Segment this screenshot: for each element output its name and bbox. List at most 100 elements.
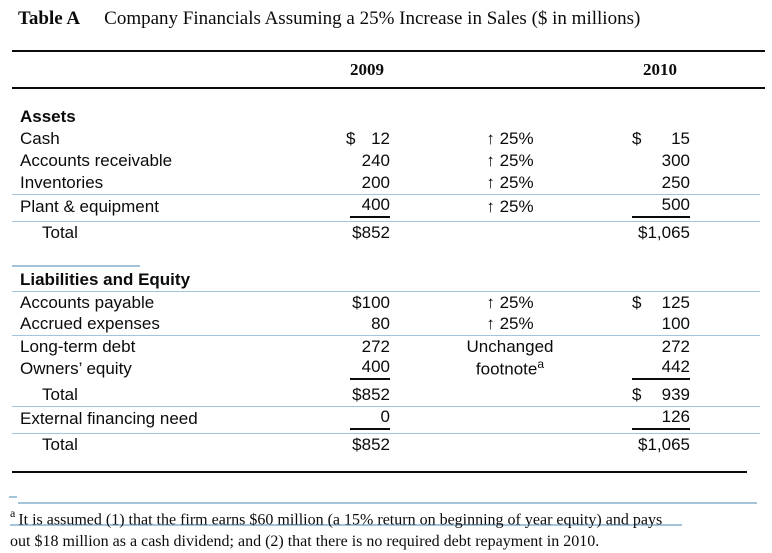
value-2010-cell: $125 — [630, 293, 690, 313]
value-text: 125 — [661, 292, 690, 312]
column-header-2010: 2010 — [643, 60, 677, 79]
value-text: 15 — [671, 129, 690, 148]
value-text: 240 — [361, 151, 390, 170]
column-header-2009: 2009 — [350, 60, 384, 79]
value-text: 100 — [661, 314, 690, 333]
value-2009-cell: 240 — [344, 151, 390, 171]
footnote-line-1: a It is assumed (1) that the firm earns $… — [10, 506, 663, 529]
label-cell: Accounts receivable — [20, 151, 173, 170]
spacer — [12, 60, 344, 80]
currency-sign: $ — [632, 385, 642, 404]
value-2009-cell: $852 — [344, 435, 390, 455]
value-text: 400 — [350, 357, 390, 380]
value-2010-cell: $1,065 — [630, 435, 690, 455]
footnote-reference: a — [537, 357, 545, 372]
label-cell: Cash — [20, 129, 60, 148]
value-text: 442 — [632, 357, 690, 380]
value-2010-cell: 500 — [630, 195, 690, 218]
row-external-financing-need: External financing need 0 126 — [12, 406, 760, 430]
value-text: 939 — [661, 385, 690, 404]
change-cell: ↑ 25% — [486, 173, 534, 192]
value-text: 200 — [361, 173, 390, 192]
change-cell: Unchanged — [466, 336, 554, 356]
value-text: 12 — [371, 129, 390, 148]
row-long-term-debt: Long-term debt 272 Unchanged 272 — [12, 335, 760, 357]
label-cell: Total — [42, 222, 78, 242]
table-caption: Table A Company Financials Assuming a 25%… — [18, 8, 640, 30]
section-assets: Assets Cash $12 ↑ 25% $15 Accounts receivable… — [12, 104, 760, 243]
value-2010-cell: 126 — [630, 407, 690, 430]
footnote-marker: a — [10, 506, 16, 520]
change-cell: ↑ 25% — [486, 129, 534, 148]
row-accounts-receivable: Accounts receivable 240 ↑ 25% 300 — [12, 150, 760, 172]
value-2010-cell: 100 — [630, 314, 690, 334]
value-text: $1,065 — [638, 434, 690, 454]
value-2010-cell: 272 — [630, 337, 690, 357]
label-cell: Owners’ equity — [20, 358, 132, 378]
currency-sign: $ — [346, 129, 356, 148]
row-accounts-payable: Accounts payable $100 ↑ 25% $125 — [12, 291, 760, 313]
row-plant-equipment: Plant & equipment 400 ↑ 25% 500 — [12, 194, 760, 218]
value-2010-cell: 300 — [630, 151, 690, 171]
value-2010-cell: $15 — [630, 129, 690, 149]
value-2010-cell: $939 — [630, 385, 690, 405]
value-text: 500 — [632, 195, 690, 218]
label-cell: External financing need — [20, 408, 198, 428]
value-text: $852 — [352, 385, 390, 404]
value-2009-cell: 272 — [344, 337, 390, 357]
label-cell: Total — [42, 385, 78, 404]
label-cell: Total — [42, 434, 78, 454]
value-text: 272 — [361, 336, 390, 356]
value-text: 126 — [632, 407, 690, 430]
value-text: $1,065 — [638, 222, 690, 242]
column-header-row: 2009 2010 — [12, 60, 760, 80]
value-2010-cell: 442 — [630, 357, 690, 380]
row-inventories: Inventories 200 ↑ 25% 250 — [12, 172, 760, 194]
change-cell: ↑ 25% — [486, 314, 534, 333]
row-accrued-expenses: Accrued expenses 80 ↑ 25% 100 — [12, 313, 760, 335]
change-cell: ↑ 25% — [486, 292, 534, 312]
label-cell: Accounts payable — [20, 292, 155, 312]
value-2009-cell: $12 — [344, 129, 390, 149]
row-owners-equity: Owners’ equity 400 footnotea 442 — [12, 357, 760, 380]
table-label: Table A — [18, 8, 81, 29]
row-total: Total $852 $1,065 — [12, 433, 760, 455]
value-2009-cell: 400 — [344, 357, 390, 380]
change-cell: ↑ 25% — [486, 196, 534, 216]
footnote-line-2: out $18 million as a cash dividend; and … — [10, 533, 600, 551]
row-total: Total $852 $1,065 — [12, 221, 760, 243]
value-2009-cell: $852 — [344, 223, 390, 243]
section-liabilities-and-equity: Liabilities and Equity Accounts payable $1… — [12, 265, 760, 455]
row-cash: Cash $12 ↑ 25% $15 — [12, 128, 760, 150]
currency-sign: $ — [632, 292, 642, 312]
value-2009-cell: 0 — [344, 407, 390, 430]
value-2010-cell: $1,065 — [630, 223, 690, 243]
value-text: 250 — [661, 173, 690, 192]
footnote: a It is assumed (1) that the firm earns $… — [10, 503, 766, 553]
table-title: Company Financials Assuming a 25% Increa… — [104, 8, 641, 29]
label-cell: Long-term debt — [20, 336, 136, 356]
label-cell: Inventories — [20, 173, 104, 192]
value-text: 400 — [350, 195, 390, 218]
label-cell: Plant & equipment — [20, 196, 159, 216]
separator-dash — [9, 496, 17, 498]
value-text: 80 — [371, 314, 390, 333]
change-cell: ↑ 25% — [486, 151, 534, 170]
value-2009-cell: $100 — [344, 293, 390, 313]
change-cell: footnotea — [475, 357, 545, 379]
bottom-rule — [12, 471, 747, 473]
section-heading: Liabilities and Equity — [12, 265, 760, 291]
value-2009-cell: 80 — [344, 314, 390, 334]
top-rule — [12, 50, 765, 52]
value-text: 300 — [661, 151, 690, 170]
value-text: 272 — [661, 336, 690, 356]
value-2010-cell: 250 — [630, 173, 690, 193]
footnote-underline — [10, 524, 682, 526]
row-total: Total $852 $939 — [12, 384, 760, 406]
header-rule — [12, 87, 765, 89]
table-body: Assets Cash $12 ↑ 25% $15 Accounts receivable… — [12, 104, 760, 455]
currency-sign: $ — [632, 129, 642, 148]
value-2009-cell: 400 — [344, 195, 390, 218]
label-cell: Accrued expenses — [20, 314, 160, 333]
